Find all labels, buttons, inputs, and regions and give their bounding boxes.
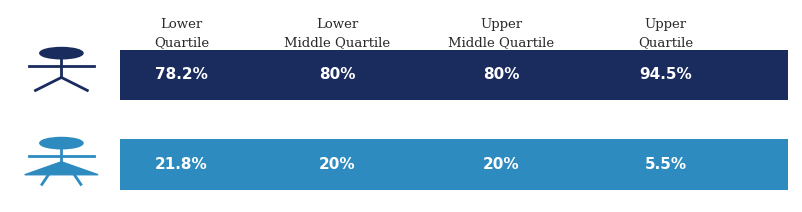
Text: 80%: 80% bbox=[483, 67, 519, 82]
Text: 20%: 20% bbox=[483, 157, 519, 172]
Text: Lower
Quartile: Lower Quartile bbox=[154, 18, 209, 49]
Text: 78.2%: 78.2% bbox=[155, 67, 208, 82]
FancyBboxPatch shape bbox=[119, 139, 787, 190]
Text: Lower
Middle Quartile: Lower Middle Quartile bbox=[284, 18, 390, 49]
Text: 94.5%: 94.5% bbox=[638, 67, 691, 82]
Polygon shape bbox=[25, 162, 98, 175]
Text: Upper
Quartile: Upper Quartile bbox=[638, 18, 692, 49]
Circle shape bbox=[40, 137, 83, 149]
Text: 5.5%: 5.5% bbox=[644, 157, 686, 172]
Text: 21.8%: 21.8% bbox=[155, 157, 208, 172]
Circle shape bbox=[40, 47, 83, 59]
Text: 80%: 80% bbox=[319, 67, 355, 82]
Text: 20%: 20% bbox=[318, 157, 355, 172]
Text: Upper
Middle Quartile: Upper Middle Quartile bbox=[448, 18, 554, 49]
FancyBboxPatch shape bbox=[119, 50, 787, 100]
